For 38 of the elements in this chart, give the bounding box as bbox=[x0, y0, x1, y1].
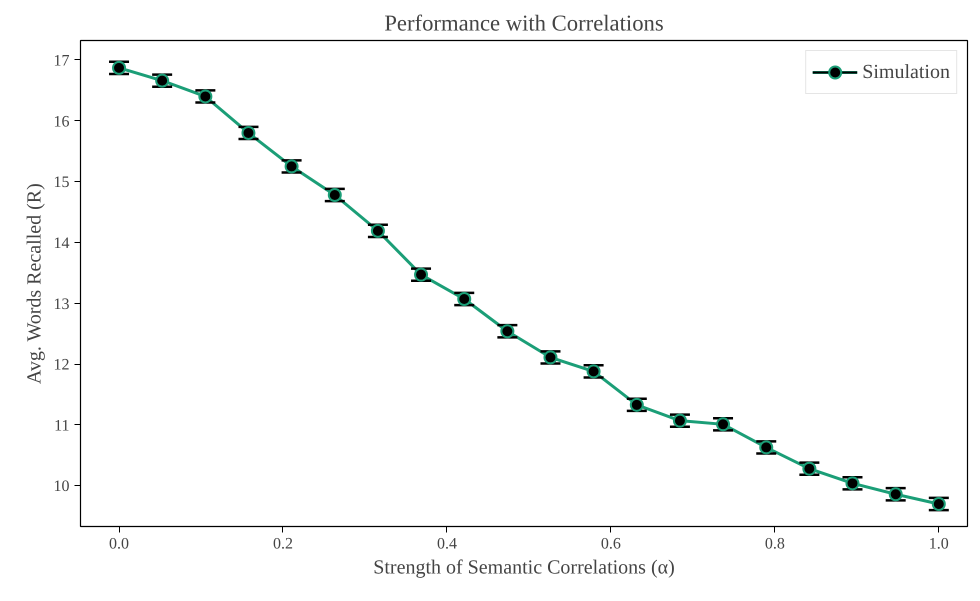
y-tick-label: 12 bbox=[54, 356, 70, 374]
point bbox=[630, 398, 644, 412]
point bbox=[888, 487, 903, 502]
x-axis-title: Strength of Semantic Correlations (α) bbox=[373, 556, 675, 578]
point bbox=[414, 268, 428, 282]
point bbox=[672, 414, 687, 428]
point bbox=[284, 159, 299, 174]
y-tick-label: 16 bbox=[54, 113, 70, 130]
point bbox=[500, 324, 514, 338]
x-tick-label: 0.0 bbox=[109, 536, 130, 552]
point bbox=[198, 89, 212, 104]
point bbox=[932, 497, 946, 511]
y-tick-label: 11 bbox=[54, 417, 70, 434]
x-tick-label: 1.0 bbox=[928, 536, 949, 552]
y-tick-label: 17 bbox=[54, 52, 70, 70]
point bbox=[457, 292, 472, 306]
point bbox=[716, 417, 730, 432]
point bbox=[759, 440, 774, 454]
point bbox=[112, 60, 126, 75]
point bbox=[586, 364, 601, 378]
point bbox=[543, 350, 558, 364]
point bbox=[241, 126, 256, 140]
y-tick-label: 13 bbox=[54, 296, 70, 313]
point bbox=[802, 462, 816, 476]
point bbox=[328, 188, 342, 202]
y-tick-label: 10 bbox=[54, 478, 70, 496]
point bbox=[370, 224, 385, 238]
y-axis-title: Avg. Words Recalled (R) bbox=[24, 183, 46, 384]
x-tick-label: 0.2 bbox=[272, 536, 293, 552]
legend-label: Simulation bbox=[862, 60, 950, 84]
point bbox=[155, 74, 170, 88]
y-tick-label: 15 bbox=[54, 174, 70, 192]
y-tick-label: 14 bbox=[54, 234, 70, 252]
x-tick-label: 0.6 bbox=[600, 536, 621, 552]
x-tick-label: 0.8 bbox=[764, 536, 785, 552]
x-tick-label: 0.4 bbox=[436, 536, 457, 552]
chart-title: Performance with Correlations bbox=[384, 10, 664, 36]
point bbox=[845, 476, 860, 490]
